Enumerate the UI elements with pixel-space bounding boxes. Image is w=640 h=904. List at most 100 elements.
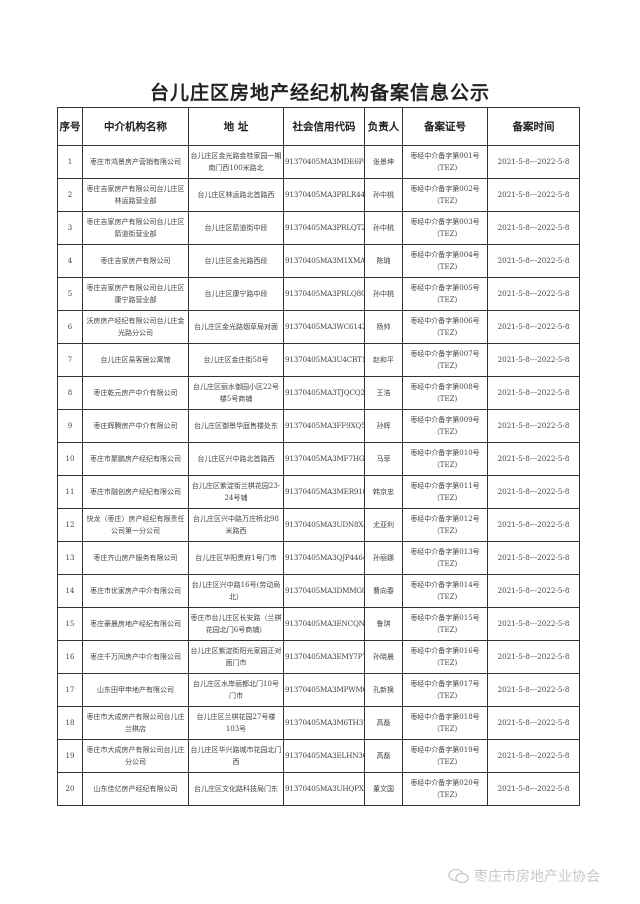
cell-cert: 枣经中介备字第018号（TEZ) <box>402 706 488 740</box>
cell-no: 11 <box>57 475 83 509</box>
cell-cert: 枣经中介备字第006号（TEZ) <box>402 310 488 344</box>
table-row: 1 枣庄市鸿景房产营销有限公司 台儿庄区金光路金桂家园一期南门西100米路北 9137… <box>57 145 580 179</box>
cell-no: 8 <box>57 376 83 410</box>
cell-address: 台儿庄区华阳贵府1号门市 <box>188 541 284 575</box>
cell-person: 尤亚利 <box>364 508 403 542</box>
table-row: 18 枣庄市大成房产有限公司台儿庄兰棋店 台儿庄区兰棋花园27号楼103号 91370… <box>57 706 580 740</box>
cell-no: 3 <box>57 211 83 245</box>
cell-address: 台儿庄区金庄街58号 <box>188 343 284 377</box>
cell-no: 18 <box>57 706 83 740</box>
watermark-text: 枣庄市房地产业协会 <box>474 869 600 885</box>
table-row: 5 枣庄吉家房产有限公司台儿庄区康宁路营业部 台儿庄区康宁路中段 91370405MA… <box>57 277 580 311</box>
cell-code: 91370405MA3MER918B <box>283 475 365 509</box>
table-row: 15 枣庄豪晨房地产经纪有限公司 枣庄市台儿庄区长安路（兰棋花园北门6号商铺） 913… <box>57 607 580 641</box>
cell-cert: 枣经中介备字第010号（TEZ) <box>402 442 488 476</box>
cell-no: 15 <box>57 607 83 641</box>
cell-address: 台儿庄区兰棋花园27号楼103号 <box>188 706 284 740</box>
cell-code: 91370405MA3UDN8X48 <box>283 508 365 542</box>
cell-person: 张景坤 <box>364 145 403 179</box>
cell-code: 91370405MA3TJQCQ26 <box>283 376 365 410</box>
cell-name: 枣庄市聚鹏房产经纪有限公司 <box>82 442 189 476</box>
cell-period: 2021-5-8---2022-5-8 <box>487 409 580 443</box>
cell-code: 91370405MA3MPWMG7Y <box>283 673 365 707</box>
table-row: 19 枣庄市大成房产有限公司台儿庄分公司 台儿庄区华兴路城市花园北门西 9137040… <box>57 739 580 773</box>
cell-address: 台儿庄区兴中路16号(劳动局北） <box>188 574 284 608</box>
cell-no: 17 <box>57 673 83 707</box>
cell-code: 91370405MA3PRLQ805 <box>283 277 365 311</box>
cell-cert: 枣经中介备字第013号（TEZ) <box>402 541 488 575</box>
cell-period: 2021-5-8---2022-5-8 <box>487 640 580 674</box>
cell-period: 2021-5-8---2022-5-8 <box>487 376 580 410</box>
cell-period: 2021-5-8---2022-5-8 <box>487 574 580 608</box>
cell-no: 7 <box>57 343 83 377</box>
cell-no: 4 <box>57 244 83 278</box>
cell-code: 91370405MA3PRLQT2X <box>283 211 365 245</box>
cell-code: 91370405MA3ELHN3G <box>283 739 365 773</box>
cell-address: 台儿庄区丽水御园小区22号楼5号商铺 <box>188 376 284 410</box>
column-header: 负责人 <box>364 107 403 146</box>
cell-no: 13 <box>57 541 83 575</box>
cell-person: 孔新换 <box>364 673 403 707</box>
column-header: 备案时间 <box>487 107 580 146</box>
cell-cert: 枣经中介备字第002号（TEZ) <box>402 178 488 212</box>
cell-period: 2021-5-8---2022-5-8 <box>487 244 580 278</box>
cell-period: 2021-5-8---2022-5-8 <box>487 673 580 707</box>
cell-period: 2021-5-8---2022-5-8 <box>487 277 580 311</box>
cell-period: 2021-5-8---2022-5-8 <box>487 178 580 212</box>
cell-cert: 枣经中介备字第019号（TEZ) <box>402 739 488 773</box>
cell-no: 10 <box>57 442 83 476</box>
table-row: 4枣庄吉家房产有限公司台儿庄区金光路西段91370405MA3M1XMAX2陈璐… <box>57 244 580 278</box>
cell-address: 台儿庄区金光路西段 <box>188 244 284 278</box>
cell-code: 91370405MA3M6TH371 <box>283 706 365 740</box>
cell-no: 2 <box>57 178 83 212</box>
cell-name: 枣庄豪晨房地产经纪有限公司 <box>82 607 189 641</box>
page-title: 台儿庄区房地产经纪机构备案信息公示 <box>149 82 490 104</box>
cell-period: 2021-5-8---2022-5-8 <box>487 475 580 509</box>
cell-person: 孙丽娜 <box>364 541 403 575</box>
cell-address: 台儿庄区康宁路中段 <box>188 277 284 311</box>
cell-name: 山东佳亿房产经纪有限公司 <box>82 772 189 806</box>
cell-period: 2021-5-8---2022-5-8 <box>487 739 580 773</box>
cell-cert: 枣经中介备字第007号（TEZ) <box>402 343 488 377</box>
cell-person: 孙中桃 <box>364 211 403 245</box>
cell-name: 枣庄吉家房产有限公司台儿庄区箭道街营业部 <box>82 211 189 245</box>
cell-code: 91370405MA3DMMG06G <box>283 574 365 608</box>
table-row: 12 快龙（枣庄）房产经纪有限责任公司第一分公司 台儿庄区兴中路万庄桥北98米路西 9… <box>57 508 580 542</box>
cell-name: 枣庄市大成房产有限公司台儿庄分公司 <box>82 739 189 773</box>
cell-no: 20 <box>57 772 83 806</box>
cell-code: 91370405MA3PRLR443 <box>283 178 365 212</box>
table-row: 7 台儿庄区易客居公寓馆 台儿庄区金庄街58号 91370405MA3U4CBT1U 赵… <box>57 343 580 377</box>
cell-period: 2021-5-8---2022-5-8 <box>487 343 580 377</box>
cell-person: 马菲 <box>364 442 403 476</box>
cell-address: 台儿庄区金光路烟草局对面 <box>188 310 284 344</box>
cell-address: 台儿庄区兴中路北首路西 <box>188 442 284 476</box>
cell-period: 2021-5-8---2022-5-8 <box>487 607 580 641</box>
cell-name: 快龙（枣庄）房产经纪有限责任公司第一分公司 <box>82 508 189 542</box>
table-row: 13 枣庄齐山房产服务有限公司 台儿庄区华阳贵府1号门市 91370405MA3QJP… <box>57 541 580 575</box>
cell-person: 鲁琪 <box>364 607 403 641</box>
cell-period: 2021-5-8---2022-5-8 <box>487 442 580 476</box>
cell-name: 枣庄吉家房产有限公司台儿庄区林运路营业部 <box>82 178 189 212</box>
cell-address: 台儿庄区华兴路城市花园北门西 <box>188 739 284 773</box>
cell-code: 91370405MA3ENCQN96 <box>283 607 365 641</box>
cell-no: 9 <box>57 409 83 443</box>
cell-period: 2021-5-8---2022-5-8 <box>487 310 580 344</box>
cell-period: 2021-5-8---2022-5-8 <box>487 508 580 542</box>
cell-cert: 枣经中介备字第004号（TEZ) <box>402 244 488 278</box>
cell-address: 台儿庄区御景华庭售楼处东 <box>188 409 284 443</box>
column-header: 社会信用代码 <box>283 107 365 146</box>
cell-address: 台儿庄区紫淀街兰棋花园23-24号铺 <box>188 475 284 509</box>
cell-person: 孙晓晨 <box>364 640 403 674</box>
cell-cert: 枣经中介备字第020号（TEZ) <box>402 772 488 806</box>
cell-cert: 枣经中介备字第016号（TEZ) <box>402 640 488 674</box>
cell-address: 台儿庄区林运路北首路西 <box>188 178 284 212</box>
column-header: 地 址 <box>188 107 284 146</box>
cell-name: 枣庄吉家房产有限公司台儿庄区康宁路营业部 <box>82 277 189 311</box>
table-row: 20 山东佳亿房产经纪有限公司 台儿庄区文化路科技局门东 91370405MA3UHQ… <box>57 772 580 806</box>
cell-no: 14 <box>57 574 83 608</box>
table-row: 6 沃房房产经纪有限公司台儿庄金光路分公司 台儿庄区金光路烟草局对面 91370405… <box>57 310 580 344</box>
cell-name: 台儿庄区易客居公寓馆 <box>82 343 189 377</box>
cell-no: 16 <box>57 640 83 674</box>
cell-person: 赵和平 <box>364 343 403 377</box>
cell-name: 枣庄市大成房产有限公司台儿庄兰棋店 <box>82 706 189 740</box>
